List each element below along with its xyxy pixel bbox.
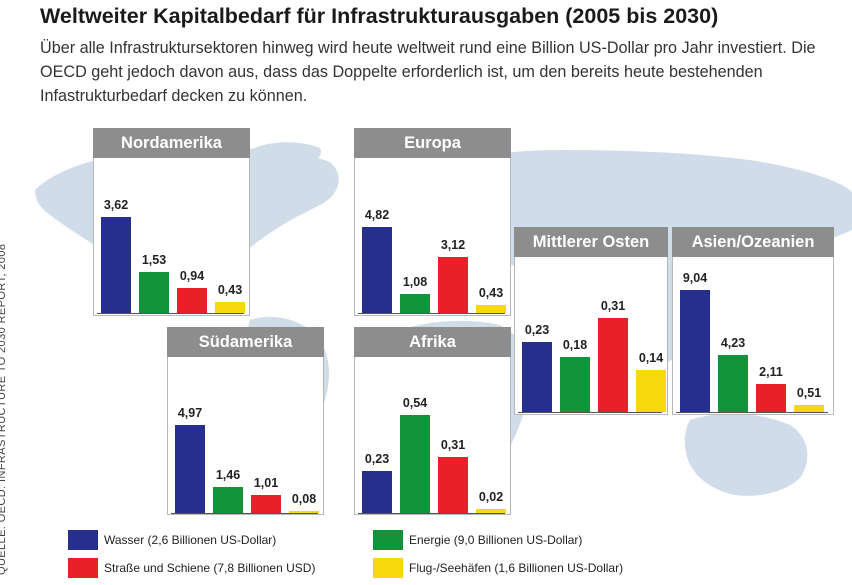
legend-swatch-energie [373,530,403,550]
bar-label-asien-ozeanien-strasse: 2,11 [759,364,783,379]
baseline-afrika [358,513,505,514]
bar-südamerika-flug [289,511,319,513]
bar-label-nordamerika-strasse: 0,94 [179,269,205,284]
bar-label-nordamerika-wasser: 3,62 [103,198,129,212]
bar-label-mittlerer-osten-strasse: 0,31 [600,299,626,313]
legend-swatch-flug [373,558,403,578]
page-subtitle: Über alle Infrastruktursektoren hinweg w… [40,39,816,105]
bar-label-mittlerer-osten-wasser: 0,23 [524,323,550,338]
bar-afrika-energie [400,415,430,513]
bar-label-europa-flug: 0,43 [478,286,504,301]
bar-label-nordamerika-flug: 0,43 [217,282,243,297]
legend-label-strasse: Straße und Schiene (7,8 Billionen USD) [104,561,316,575]
baseline-südamerika [171,513,318,514]
page-title: Weltweiter Kapitalbedarf für Infrastrukt… [40,4,719,28]
bar-europa-strasse [438,257,468,313]
panel-title-asien-ozeanien: Asien/Ozeanien [672,227,834,257]
panel-title-südamerika: Südamerika [167,327,324,357]
legend-label-energie: Energie (9,0 Billionen US-Dollar) [409,533,583,547]
bar-label-südamerika-energie: 1,46 [215,468,241,483]
bar-label-südamerika-strasse: 1,01 [253,476,279,491]
panel-title-nordamerika: Nordamerika [93,128,250,158]
bar-nordamerika-strasse [177,288,207,313]
bar-label-südamerika-wasser: 4,97 [177,406,203,420]
panel-title-afrika: Afrika [354,327,511,357]
bar-label-asien-ozeanien-flug: 0,51 [796,386,822,401]
source-note: QUELLE: OECD: INFRASTRUCTURE TO 2030 REP… [0,243,8,575]
bar-südamerika-energie [213,487,243,513]
bar-label-asien-ozeanien-energie: 4,23 [720,335,746,350]
bar-label-europa-energie: 1,08 [402,274,428,289]
bar-afrika-flug [476,509,506,513]
legend-label-flug: Flug-/Seehäfen (1,6 Billionen US-Dollar) [409,561,624,575]
bar-asien-ozeanien-energie [718,354,748,412]
bar-europa-energie [400,293,430,313]
legend-swatch-wasser [68,530,98,550]
panel-title-europa: Europa [354,128,511,158]
bar-nordamerika-energie [139,272,169,313]
baseline-asien-ozeanien [676,412,828,413]
bar-label-afrika-flug: 0,02 [478,490,504,505]
legend-swatch-strasse [68,558,98,578]
bar-nordamerika-wasser [101,217,131,313]
bar-asien-ozeanien-strasse [756,383,786,412]
bar-europa-wasser [362,227,392,313]
baseline-europa [358,313,505,314]
bar-label-asien-ozeanien-wasser: 9,04 [682,271,708,285]
bar-label-europa-strasse: 3,12 [440,238,466,253]
baseline-mittlerer-osten [518,412,662,413]
bar-mittlerer-osten-flug [636,369,666,412]
baseline-nordamerika [97,313,244,314]
bar-label-südamerika-flug: 0,08 [291,492,317,506]
bar-mittlerer-osten-strasse [598,318,628,412]
bar-nordamerika-flug [215,301,245,313]
bar-afrika-strasse [438,456,468,513]
bar-label-afrika-wasser: 0,23 [364,452,390,467]
bar-asien-ozeanien-flug [794,405,824,412]
bar-label-mittlerer-osten-energie: 0,18 [562,338,588,353]
bar-mittlerer-osten-energie [560,357,590,412]
bar-label-mittlerer-osten-flug: 0,14 [638,350,664,365]
bar-südamerika-strasse [251,495,281,513]
panel-title-mittlerer-osten: Mittlerer Osten [514,227,668,257]
bar-südamerika-wasser [175,425,205,513]
bar-label-europa-wasser: 4,82 [364,208,390,222]
bar-afrika-wasser [362,471,392,513]
bar-label-afrika-strasse: 0,31 [440,437,466,452]
legend-label-wasser: Wasser (2,6 Billionen US-Dollar) [104,533,277,547]
bar-asien-ozeanien-wasser [680,290,710,412]
bar-label-nordamerika-energie: 1,53 [141,253,167,268]
bar-label-afrika-energie: 0,54 [402,396,428,410]
bar-europa-flug [476,305,506,313]
bar-mittlerer-osten-wasser [522,342,552,412]
